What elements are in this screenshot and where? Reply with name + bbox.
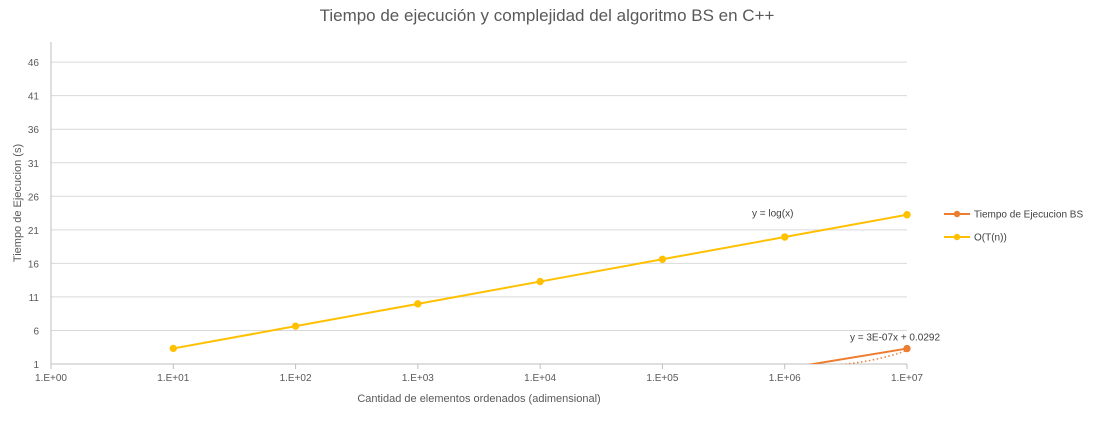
data-point <box>903 211 911 219</box>
trendline-equation: y = log(x) <box>752 208 793 219</box>
y-tick-label: 36 <box>28 125 40 136</box>
series-layer <box>169 211 911 364</box>
legend-swatch-marker <box>953 210 961 218</box>
y-tick-label: 26 <box>28 192 40 203</box>
x-tick-label: 1.E+06 <box>769 373 801 384</box>
data-point <box>414 300 422 308</box>
data-point <box>169 344 177 353</box>
x-tick-label: 1.E+05 <box>646 373 678 384</box>
y-axis-label: Tiempo de Ejecucion (s) <box>12 144 24 262</box>
series-tiempo-de-ejecucion-bs <box>807 344 911 364</box>
data-point <box>781 233 789 241</box>
x-tick-label: 1.E+03 <box>402 373 434 384</box>
series-o-t-n <box>169 211 911 353</box>
y-tick-label: 1 <box>33 360 39 371</box>
x-tick-label: 1.E+02 <box>280 373 312 384</box>
legend-item: O(T(n)) <box>944 233 1007 244</box>
y-tick-label: 46 <box>28 58 40 69</box>
gridlines <box>51 61 907 331</box>
y-tick-label: 16 <box>28 259 40 270</box>
data-point <box>536 277 544 286</box>
annotation-layer: y = log(x) y = 3E-07x + 0.0292 <box>752 208 940 343</box>
legend: Tiempo de Ejecucion BS O(T(n)) <box>944 210 1083 244</box>
chart-title: Tiempo de ejecución y complejidad del al… <box>320 6 775 25</box>
x-tick-label: 1.E+04 <box>524 373 556 384</box>
legend-label: O(T(n)) <box>974 233 1007 244</box>
x-tick-label: 1.E+00 <box>35 373 67 384</box>
data-point <box>291 322 300 330</box>
y-tick-label: 41 <box>28 92 40 103</box>
legend-label: Tiempo de Ejecucion BS <box>974 210 1083 221</box>
y-tick-label: 11 <box>29 293 40 304</box>
data-point <box>658 255 667 263</box>
legend-item: Tiempo de Ejecucion BS <box>944 210 1083 221</box>
y-tick-label: 21 <box>28 226 40 237</box>
trendline-equation: y = 3E-07x + 0.0292 <box>850 333 941 344</box>
y-tick-label: 6 <box>33 326 39 337</box>
x-tick-label: 1.E+07 <box>891 373 923 384</box>
x-tick-label: 1.E+01 <box>157 373 189 384</box>
y-tick-label: 31 <box>28 159 40 170</box>
legend-swatch-marker <box>953 233 961 241</box>
x-axis-label: Cantidad de elementos ordenados (adimens… <box>357 393 600 405</box>
data-point <box>903 344 911 353</box>
